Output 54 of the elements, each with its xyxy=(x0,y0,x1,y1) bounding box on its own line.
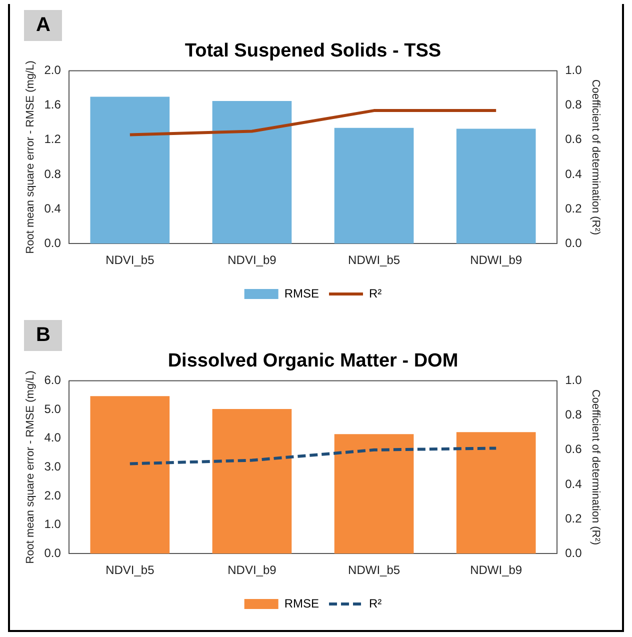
y2-tick-label: 1.0 xyxy=(565,373,582,388)
y-tick-label: 1.0 xyxy=(44,517,62,532)
y2-tick-label: 0.4 xyxy=(565,476,582,491)
y2-tick-label: 0.6 xyxy=(565,442,582,456)
y-tick-label: 1.6 xyxy=(44,98,62,112)
y-tick-label: 1.2 xyxy=(44,132,62,146)
y-tick-label: 0.4 xyxy=(44,201,62,216)
chart-title: Total Suspened Solids - TSS xyxy=(184,40,442,62)
y-tick-label: 5.0 xyxy=(44,402,62,416)
bar xyxy=(212,409,292,554)
bar xyxy=(456,128,536,244)
y-tick-label: 4.0 xyxy=(44,430,62,445)
y-axis-title: Root mean square error - RMSE (mg/L) xyxy=(24,60,37,254)
y-tick-label: 2.0 xyxy=(44,488,62,502)
y-tick-label: 6.0 xyxy=(44,373,62,388)
y-tick-label: 0.0 xyxy=(44,546,62,560)
y-axis-title: Root mean square error - RMSE (mg/L) xyxy=(24,370,37,564)
bar xyxy=(456,432,536,554)
y-tick-label: 0.8 xyxy=(44,166,62,181)
line-series xyxy=(128,446,498,466)
bar xyxy=(334,434,414,554)
x-tick-label: NDVI_b9 xyxy=(228,253,277,268)
chart-title: Dissolved Organic Matter - DOM xyxy=(168,350,458,372)
x-tick-label: NDWI_b9 xyxy=(470,253,522,268)
y-tick-label: 0.0 xyxy=(44,236,62,250)
y2-tick-label: 0.0 xyxy=(565,546,582,560)
x-tick-label: NDVI_b5 xyxy=(106,253,155,268)
bar xyxy=(334,128,414,244)
y2-tick-label: 0.0 xyxy=(565,236,582,250)
y2-tick-label: 0.6 xyxy=(565,132,582,146)
legend-label: RMSE xyxy=(284,596,320,610)
x-tick-label: NDWI_b5 xyxy=(348,253,400,268)
legend-label: R² xyxy=(369,286,382,300)
text: A xyxy=(24,10,62,41)
y2-axis-title: Coefficient of determination (R²) xyxy=(589,79,602,236)
y2-tick-label: 0.2 xyxy=(565,511,582,526)
bar xyxy=(90,396,170,554)
legend-label: R² xyxy=(369,596,382,610)
y2-tick-label: 1.0 xyxy=(565,63,582,78)
y-tick-label: 2.0 xyxy=(44,63,62,78)
legend-label: RMSE xyxy=(284,286,320,300)
y-tick-label: 3.0 xyxy=(44,460,62,474)
y2-tick-label: 0.4 xyxy=(565,166,582,181)
x-tick-label: NDWI_b5 xyxy=(348,563,400,578)
y2-axis-title: Coefficient of determination (R²) xyxy=(589,389,602,546)
x-tick-label: NDVI_b5 xyxy=(106,563,155,578)
x-tick-label: NDWI_b9 xyxy=(470,563,522,578)
text: B xyxy=(24,320,62,351)
y2-tick-label: 0.2 xyxy=(565,201,582,216)
bar xyxy=(90,96,170,244)
bar xyxy=(212,101,292,244)
y2-tick-label: 0.8 xyxy=(565,98,582,112)
y2-tick-label: 0.8 xyxy=(565,408,582,422)
x-tick-label: NDVI_b9 xyxy=(228,563,277,578)
